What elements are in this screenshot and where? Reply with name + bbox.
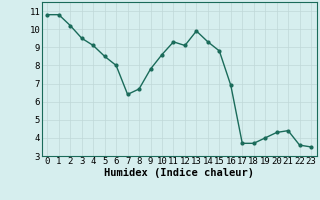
X-axis label: Humidex (Indice chaleur): Humidex (Indice chaleur) xyxy=(104,168,254,178)
